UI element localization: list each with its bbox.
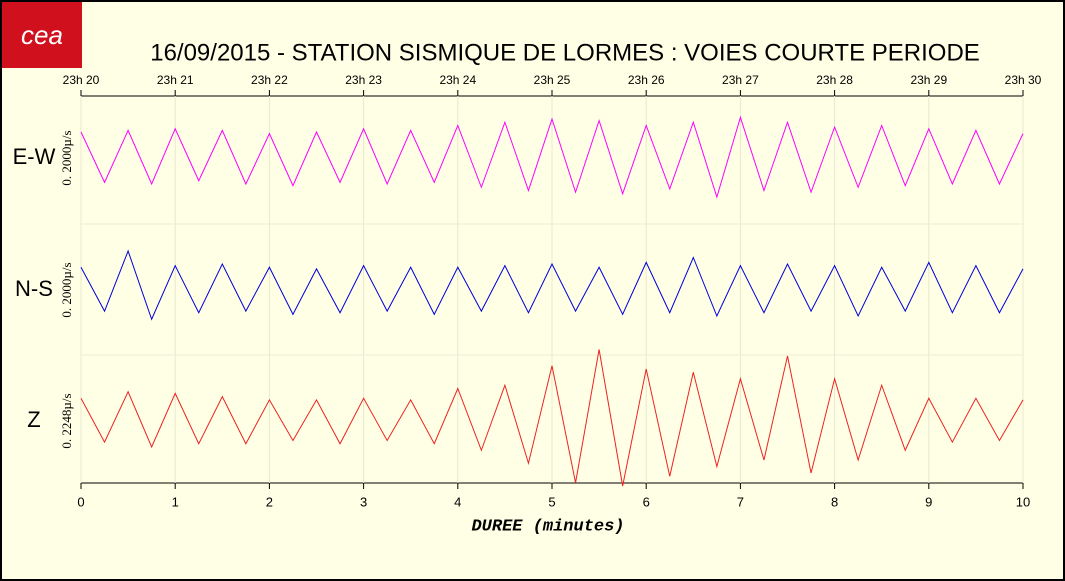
x-tick-label: 5	[548, 494, 555, 509]
top-tick-label: 23h 25	[534, 73, 571, 87]
logo: cea	[21, 20, 63, 50]
top-tick-label: 23h 22	[251, 73, 288, 87]
x-tick-label: 1	[172, 494, 179, 509]
trace	[80, 249, 1024, 321]
x-tick-label: 10	[1016, 494, 1030, 509]
top-tick-label: 23h 27	[722, 73, 759, 87]
x-tick-label: 7	[737, 494, 744, 509]
x-tick-label: 0	[77, 494, 84, 509]
logo-box	[2, 2, 82, 68]
channel-label: E-W	[13, 144, 56, 169]
top-tick-label: 23h 26	[628, 73, 665, 87]
x-tick-label: 2	[266, 494, 273, 509]
top-tick-label: 23h 20	[63, 73, 100, 87]
trace	[80, 115, 1024, 199]
scale-label: 0. 2000µ/s	[59, 130, 74, 185]
x-tick-label: 6	[643, 494, 650, 509]
top-tick-label: 23h 30	[1005, 73, 1042, 87]
x-tick-label: 4	[454, 494, 461, 509]
x-tick-label: 9	[925, 494, 932, 509]
trace	[80, 349, 1024, 487]
channel-label: N-S	[15, 276, 53, 301]
x-tick-label: 3	[360, 494, 367, 509]
chart-title: 16/09/2015 - STATION SISMIQUE DE LORMES …	[150, 39, 980, 66]
x-axis-label: DUREE (minutes)	[471, 517, 624, 536]
x-tick-label: 8	[831, 494, 838, 509]
top-tick-label: 23h 23	[345, 73, 382, 87]
top-tick-label: 23h 21	[157, 73, 194, 87]
top-tick-label: 23h 28	[816, 73, 853, 87]
scale-label: 0. 2248µ/s	[59, 393, 74, 448]
top-tick-label: 23h 24	[439, 73, 476, 87]
top-tick-label: 23h 29	[910, 73, 947, 87]
channel-label: Z	[27, 407, 40, 432]
scale-label: 0. 2000µ/s	[59, 262, 74, 317]
